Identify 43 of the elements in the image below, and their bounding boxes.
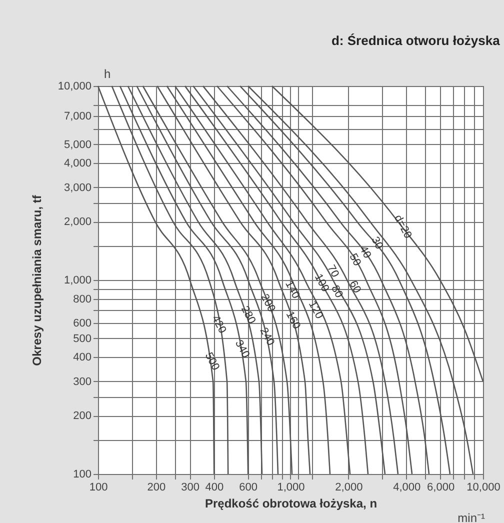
annotation: 240 [257, 326, 277, 348]
x-axis-title: Prędkość obrotowa łożyska, n [204, 496, 378, 510]
annotation: d=20 [392, 213, 414, 241]
y-tick-label: 200 [73, 410, 92, 422]
y-tick-label: 10,000 [58, 80, 92, 92]
y-axis-title: Okresy uzupełniania smaru, tf [30, 194, 44, 366]
annotation: 200 [258, 292, 278, 314]
y-tick-label: 5,000 [64, 138, 92, 151]
text: h [104, 67, 111, 81]
y-tick-label: 7,000 [64, 110, 92, 123]
x-tick-label: 600 [239, 482, 258, 494]
x-tick-label: 1,000 [277, 482, 305, 494]
x-tick-label: 100 [89, 482, 108, 494]
annotation: 500 [202, 350, 222, 372]
annotation: 420 [209, 314, 228, 336]
annotation: 30 [368, 234, 386, 252]
y-tick-label: 500 [73, 332, 92, 345]
annotation: 60 [346, 278, 364, 296]
y-tick-label: 300 [73, 376, 92, 388]
y-tick-label: 600 [73, 318, 92, 330]
x-tick-label: 4,000 [393, 482, 421, 494]
text: min⁻¹ [458, 511, 485, 523]
y-tick-label: 800 [73, 293, 92, 306]
y-tick-label: 3,000 [64, 182, 92, 194]
x-tick-label: 2,000 [335, 482, 363, 494]
annotation: 280 [238, 304, 258, 326]
chart-title: d: Średnica otworu łożyska [331, 33, 501, 48]
y-tick-label: 1,000 [64, 274, 92, 286]
x-tick-label: 6,000 [427, 482, 455, 494]
x-tick-label: 300 [181, 482, 200, 494]
annotation: 340 [232, 338, 252, 360]
annotation: 80 [328, 284, 345, 300]
x-tick-label: 400 [205, 482, 224, 494]
annotation: 120 [306, 299, 326, 321]
y-tick-label: 2,000 [64, 216, 92, 228]
y-tick-label: 400 [73, 352, 92, 364]
annotation: 140 [282, 278, 302, 301]
y-tick-label: 100 [73, 468, 92, 480]
x-tick-label: 10,000 [466, 482, 500, 494]
y-tick-label: 4,000 [64, 158, 92, 170]
annotation: 160 [283, 309, 303, 332]
x-tick-label: 200 [147, 482, 166, 494]
annotation: 50 [346, 252, 364, 268]
